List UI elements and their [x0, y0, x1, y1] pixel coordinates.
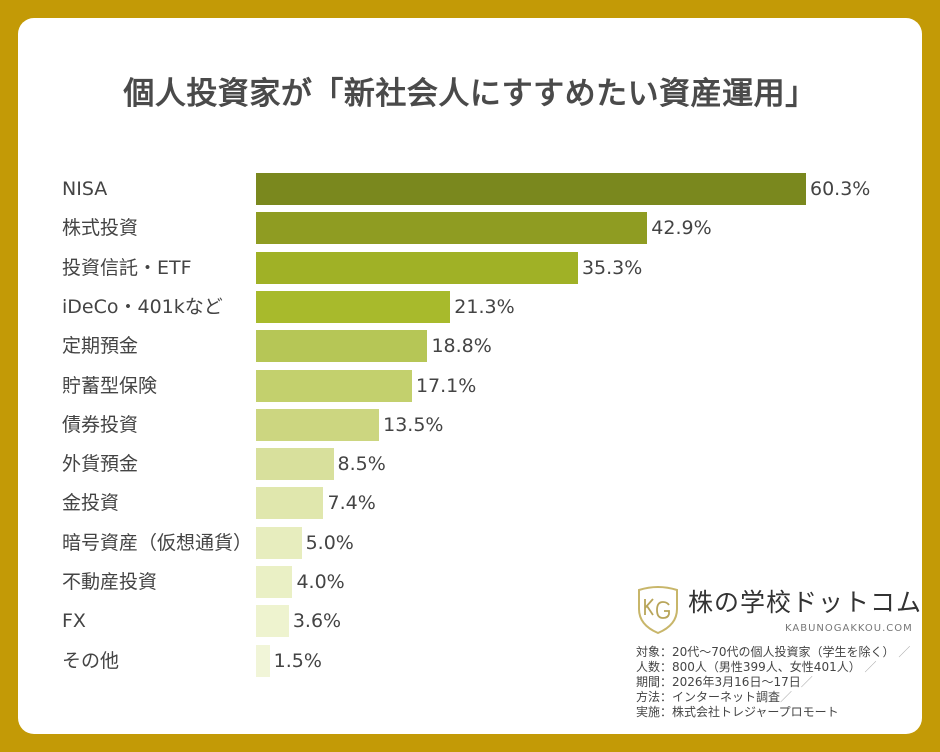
bar	[256, 487, 324, 520]
bar	[256, 290, 451, 323]
category-label: 不動産投資	[62, 571, 158, 593]
value-label: 35.3%	[581, 256, 643, 279]
card-panel	[18, 18, 922, 734]
bar	[256, 173, 806, 205]
logo-url: KABUNOGAKKOU.COM	[785, 623, 913, 634]
survey-notes: 対象：20代〜70代の個人投資家（学生を除く） ／ 人数：800人（男性399人…	[636, 645, 910, 720]
logo-name: 株の学校ドットコム	[688, 588, 923, 617]
category-label: 定期預金	[62, 335, 139, 358]
value-label: 42.9%	[651, 217, 712, 240]
bar	[256, 330, 428, 363]
category-label: NISA	[62, 178, 108, 200]
separator: ／	[864, 660, 877, 674]
bar	[256, 644, 270, 677]
separator: ／	[898, 645, 911, 659]
category-label: 債券投資	[62, 413, 139, 436]
value-label: 4.0%	[296, 571, 345, 593]
value-label: 13.5%	[383, 413, 444, 436]
value-label: 60.3%	[810, 178, 871, 200]
category-label: FX	[62, 610, 86, 633]
note-count-text: 人数：800人（男性399人、女性401人）	[636, 660, 861, 674]
bar	[256, 526, 302, 559]
note-period: 期間：2026年3月16日〜17日／	[636, 675, 910, 690]
bar	[256, 448, 334, 481]
value-label: 3.6%	[292, 610, 342, 633]
note-count: 人数：800人（男性399人、女性401人） ／	[636, 660, 910, 675]
note-method: 方法：インターネット調査／	[636, 690, 910, 705]
note-period-text: 期間：2026年3月16日〜17日	[636, 675, 801, 689]
kg-shield-logo-icon	[638, 586, 678, 635]
chart-title: 個人投資家が「新社会人にすすめたい資産運用」	[123, 76, 817, 112]
note-conductor: 実施：株式会社トレジャープロモート	[636, 705, 839, 719]
bar	[256, 369, 412, 402]
bar	[256, 251, 578, 284]
value-label: 18.8%	[431, 335, 492, 358]
value-label: 17.1%	[415, 374, 477, 397]
category-label: 貯蓄型保険	[62, 374, 158, 397]
category-label: その他	[62, 649, 120, 672]
category-label: 株式投資	[62, 217, 139, 240]
category-label: 投資信託・ETF	[62, 256, 192, 279]
value-label: 7.4%	[327, 492, 376, 515]
note-target-text: 対象：20代〜70代の個人投資家（学生を除く）	[636, 645, 895, 659]
category-label: iDeCo・401kなど	[62, 295, 223, 318]
category-label: 金投資	[62, 492, 120, 515]
bar	[256, 566, 293, 598]
value-label: 21.3%	[454, 295, 515, 318]
category-label: 外貨預金	[62, 453, 139, 476]
value-label: 8.5%	[337, 453, 386, 476]
bar	[256, 408, 380, 441]
value-label: 5.0%	[305, 531, 354, 554]
note-method-text: 方法：インターネット調査	[636, 690, 781, 704]
bar	[256, 212, 648, 245]
separator: ／	[800, 675, 813, 689]
value-label: 1.5%	[273, 649, 322, 672]
note-target: 対象：20代〜70代の個人投資家（学生を除く） ／	[636, 645, 910, 660]
separator: ／	[780, 690, 793, 704]
category-label: 暗号資産（仮想通貨）	[62, 531, 253, 554]
bar	[256, 605, 289, 638]
